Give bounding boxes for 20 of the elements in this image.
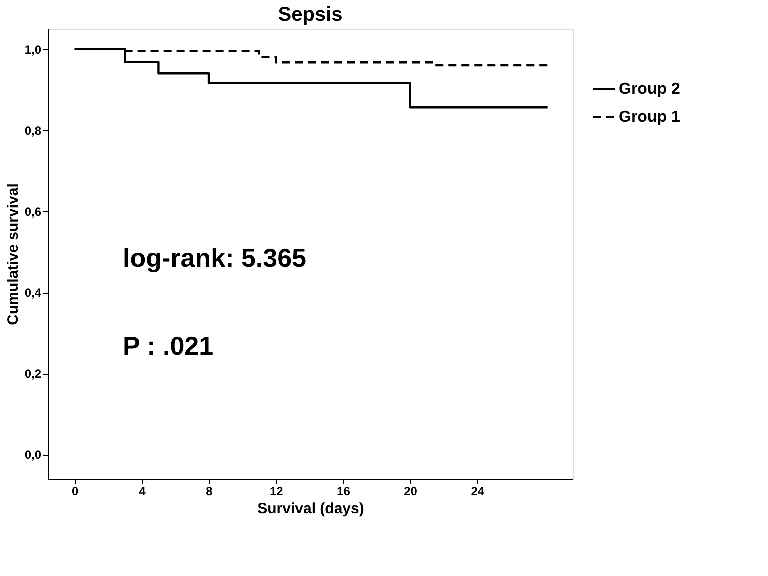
y-tick-label: 0,4 bbox=[24, 286, 42, 300]
y-tick-label: 0,6 bbox=[24, 204, 42, 219]
y-tick-label: 1,0 bbox=[24, 42, 42, 57]
x-tick-label: 0 bbox=[72, 484, 79, 498]
y-tick-label: 0,8 bbox=[24, 124, 42, 138]
x-tick-label: 16 bbox=[337, 484, 351, 498]
x-tick-label: 12 bbox=[270, 484, 284, 498]
x-tick-label: 20 bbox=[404, 484, 418, 498]
y-axis-title: Cumulative survival bbox=[4, 184, 22, 326]
x-tick-label: 4 bbox=[139, 484, 146, 498]
chart-title: Sepsis bbox=[278, 4, 343, 26]
x-tick-label: 8 bbox=[206, 484, 214, 498]
x-tick-label: 24 bbox=[471, 484, 485, 498]
y-tick-label: 0,2 bbox=[24, 367, 42, 382]
annotation: P : .021 bbox=[123, 331, 214, 361]
legend-label: Group 2 bbox=[619, 81, 680, 98]
y-tick-label: 0,0 bbox=[24, 448, 42, 462]
legend-label: Group 1 bbox=[619, 109, 680, 126]
x-axis-title: Survival (days) bbox=[258, 500, 364, 518]
annotation: log-rank: 5.365 bbox=[123, 243, 307, 273]
